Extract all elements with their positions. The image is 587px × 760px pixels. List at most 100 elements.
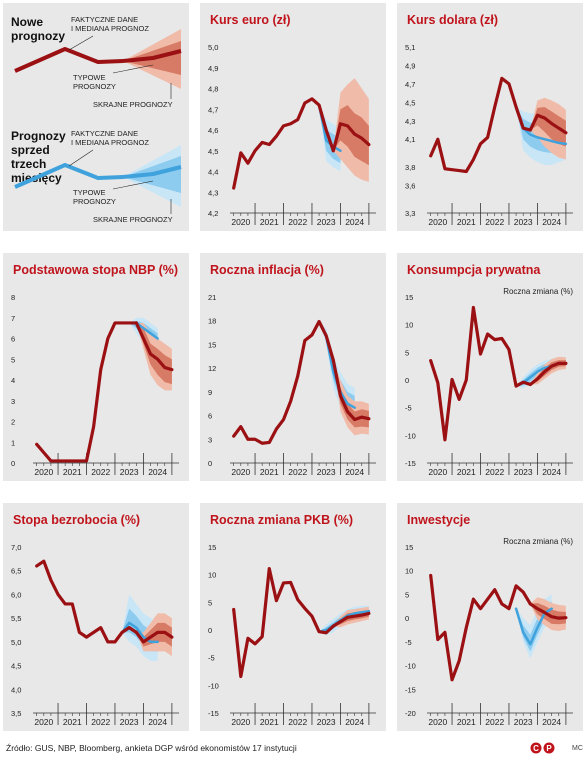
y-tick-label: 6,5 (11, 567, 21, 576)
author-initials: MC (572, 745, 583, 752)
y-tick-label: -5 (405, 404, 412, 413)
y-tick-label: 4,9 (405, 61, 415, 70)
x-tick-label: 2023 (317, 467, 336, 477)
y-tick-label: 0 (208, 626, 212, 635)
panel-inflation: 0 3 6 9 12 15 18 21 2020 2021 2022 2023 2024 Roczna … (200, 253, 386, 481)
legend-old-median-line (122, 165, 182, 179)
y-tick-label: 4,1 (405, 135, 415, 144)
x-tick-label: 2023 (120, 717, 139, 727)
y-tick-label: 4,5 (405, 98, 415, 107)
x-tick-label: 2024 (542, 217, 561, 227)
chart-svg: 3,3 3,6 3,8 4,1 4,3 4,5 4,7 4,9 5,1 2020 2021 2022 2… (405, 43, 573, 227)
x-tick-label: 2022 (288, 717, 307, 727)
y-tick-label: 5,1 (405, 43, 415, 52)
y-tick-label: 7,0 (11, 543, 21, 552)
chart-title: Inwestycje (407, 513, 471, 527)
legend-panel: Nowe prognozy FAKTYCZNE DANE I MEDIANA P… (3, 3, 189, 231)
x-tick-label: 2022 (288, 467, 307, 477)
y-tick-label: 4,5 (208, 147, 218, 156)
y-tick-label: 4,5 (11, 662, 21, 671)
svg-text:C: C (533, 744, 539, 753)
legend-old-actual-pointer (68, 149, 94, 167)
legend-new-title: Nowe prognozy (11, 15, 65, 43)
svg-text:P: P (546, 744, 552, 753)
y-tick-label: 9 (208, 388, 212, 397)
actual-data-line (429, 305, 532, 442)
legend-new-actual-line (14, 47, 124, 73)
y-tick-label: 0 (208, 459, 212, 468)
y-tick-label: 5 (405, 590, 409, 599)
chart-subtitle: Roczna zmiana (%) (503, 287, 573, 296)
y-tick-label: 6 (11, 335, 15, 344)
y-tick-label: 5 (11, 355, 15, 364)
y-tick-label: 4,3 (208, 188, 218, 197)
y-tick-label: 5,0 (11, 638, 21, 647)
x-tick-label: 2022 (485, 217, 504, 227)
x-tick-label: 2024 (148, 467, 167, 477)
y-tick-label: 8 (11, 293, 15, 302)
y-tick-label: -15 (405, 459, 416, 468)
y-tick-label: 3,6 (405, 181, 415, 190)
y-tick-label: 12 (208, 364, 216, 373)
chart-svg: -15 -10 -5 0 5 10 15 2020 2021 2022 2023 2024 (208, 543, 376, 727)
y-tick-label: 4,2 (208, 209, 218, 218)
chart-subtitle: Roczna zmiana (%) (503, 537, 573, 546)
y-tick-label: 15 (405, 543, 413, 552)
x-tick-label: 2023 (514, 467, 533, 477)
x-tick-label: 2020 (428, 217, 447, 227)
chart-svg: 0 3 6 9 12 15 18 21 2020 2021 2022 2023 2024 (208, 293, 376, 477)
x-tick-label: 2024 (345, 717, 364, 727)
x-tick-label: 2020 (428, 717, 447, 727)
actual-data-line (232, 97, 335, 190)
new-forecast-median-line (134, 630, 174, 644)
x-tick-label: 2022 (91, 717, 110, 727)
actual-data-line (429, 573, 532, 682)
actual-data-line (232, 566, 335, 679)
x-tick-label: 2020 (34, 717, 53, 727)
chart-title: Podstawowa stopa NBP (%) (13, 263, 179, 277)
x-tick-label: 2024 (148, 717, 167, 727)
y-tick-label: 4,7 (405, 80, 415, 89)
y-tick-label: 3 (11, 397, 15, 406)
y-tick-label: 5 (208, 598, 212, 607)
panel-nbp-rate: 0 1 2 3 4 5 6 7 8 2020 2021 2022 2023 2024 Podstawowa… (3, 253, 189, 481)
chart-title: Roczna inflacja (%) (210, 263, 324, 277)
y-tick-label: -5 (405, 638, 412, 647)
legend-old-actual-line (14, 163, 124, 189)
legend-graphics (14, 29, 182, 214)
panel-unemployment: 3,5 4,0 4,5 5,0 5,5 6,0 6,5 7,0 2020 2021 2022 2023… (3, 503, 189, 731)
x-tick-label: 2022 (91, 467, 110, 477)
new-forecast-median-line (331, 611, 371, 628)
legend-old-extreme-label: SKRAJNE PROGNOZY (93, 215, 173, 224)
chart-svg: -15 -10 -5 0 5 10 15 2020 2021 2022 2023 2024 (405, 293, 573, 477)
y-tick-label: 5,5 (11, 614, 21, 623)
x-tick-label: 2020 (34, 467, 53, 477)
x-tick-label: 2023 (317, 717, 336, 727)
y-tick-label: -5 (208, 654, 215, 663)
x-tick-label: 2024 (542, 467, 561, 477)
legend-old-typical-pointer (112, 180, 154, 190)
y-tick-label: 1 (11, 438, 15, 447)
x-tick-label: 2021 (260, 717, 279, 727)
chart-title: Konsumpcja prywatna (407, 263, 541, 277)
panel-investment: -20 -15 -10 -5 0 5 10 15 2020 2021 2022 2023 2024 In… (397, 503, 583, 731)
new-forecast-typical-band (333, 360, 369, 428)
panel-consumption: -15 -10 -5 0 5 10 15 2020 2021 2022 2023 2024 Konsu… (397, 253, 583, 481)
y-tick-label: 4,9 (208, 64, 218, 73)
x-tick-label: 2024 (345, 217, 364, 227)
y-tick-label: 10 (405, 321, 413, 330)
y-tick-label: 6 (208, 412, 212, 421)
legend-new-typical-label: TYPOWE PROGNOZY (73, 73, 116, 91)
y-tick-label: 18 (208, 317, 216, 326)
y-tick-label: 4,6 (208, 126, 218, 135)
actual-data-line (35, 559, 138, 644)
new-forecast-median-line (134, 321, 174, 372)
y-tick-label: 2 (11, 418, 15, 427)
x-tick-label: 2023 (120, 467, 139, 477)
new-forecast-median-line (528, 602, 568, 620)
x-tick-label: 2022 (485, 467, 504, 477)
y-tick-label: 21 (208, 293, 216, 302)
chart-svg: -20 -15 -10 -5 0 5 10 15 2020 2021 2022 2023 2024 (405, 543, 573, 727)
y-tick-label: 10 (405, 567, 413, 576)
legend-old-typical-label: TYPOWE PROGNOZY (73, 188, 116, 206)
